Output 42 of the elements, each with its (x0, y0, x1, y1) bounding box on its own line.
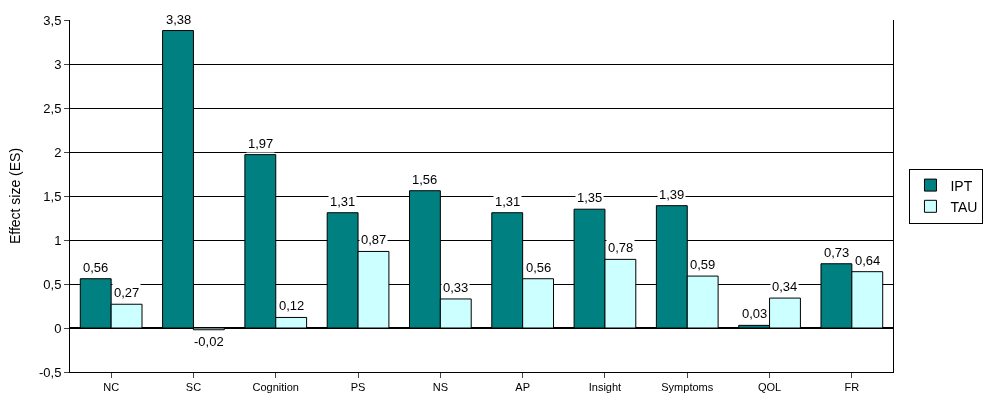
data-label: 3,38 (166, 12, 192, 27)
data-label: 0,64 (855, 253, 881, 268)
data-label: 1,35 (577, 190, 603, 205)
y-tick-label: 1,5 (43, 188, 62, 204)
data-label: 0,73 (824, 245, 850, 260)
x-tick-label: Cognition (252, 381, 299, 394)
x-tick-label: NC (103, 381, 120, 394)
data-label: 0,33 (443, 280, 469, 295)
x-tick-label: FR (844, 381, 860, 394)
data-label: 1,56 (412, 172, 438, 187)
data-label: 1,97 (248, 136, 274, 151)
x-tick-label: PS (350, 381, 366, 394)
x-tick-label: Symptoms (661, 381, 714, 394)
legend-label: TAU (950, 198, 978, 215)
data-label: 0,59 (690, 257, 716, 272)
y-tick-label: 3 (54, 56, 62, 72)
data-label: 1,39 (659, 187, 685, 202)
data-label: 0,34 (772, 279, 798, 294)
data-label: 1,31 (495, 194, 521, 209)
y-tick-label: 0,5 (43, 276, 62, 292)
x-tick-label: Insight (588, 381, 622, 394)
y-tick-label: 2,5 (43, 100, 62, 116)
data-label: 1,31 (330, 194, 356, 209)
x-tick-label: QOL (757, 381, 782, 394)
data-label: 0,56 (83, 260, 109, 275)
x-tick-label: AP (515, 381, 530, 394)
data-label: 0,78 (608, 240, 634, 255)
y-tick-label: 3,5 (43, 12, 62, 28)
y-tick-label: 1 (54, 232, 62, 248)
x-tick-label: NS (432, 381, 448, 394)
data-label: -0,02 (194, 334, 224, 349)
data-label: 0,12 (279, 298, 305, 313)
legend-label: IPT (950, 177, 973, 194)
data-label: 0,56 (526, 260, 552, 275)
x-tick-label: SC (185, 381, 202, 394)
y-tick-label: 0 (54, 320, 62, 336)
y-tick-label: 2 (54, 144, 62, 160)
data-label: 0,03 (742, 306, 768, 321)
y-tick-label: -0,5 (38, 364, 62, 380)
data-label: 0,87 (361, 232, 387, 247)
data-label: 0,27 (114, 285, 140, 300)
y-axis-title: Effect size (ES) (6, 147, 23, 245)
